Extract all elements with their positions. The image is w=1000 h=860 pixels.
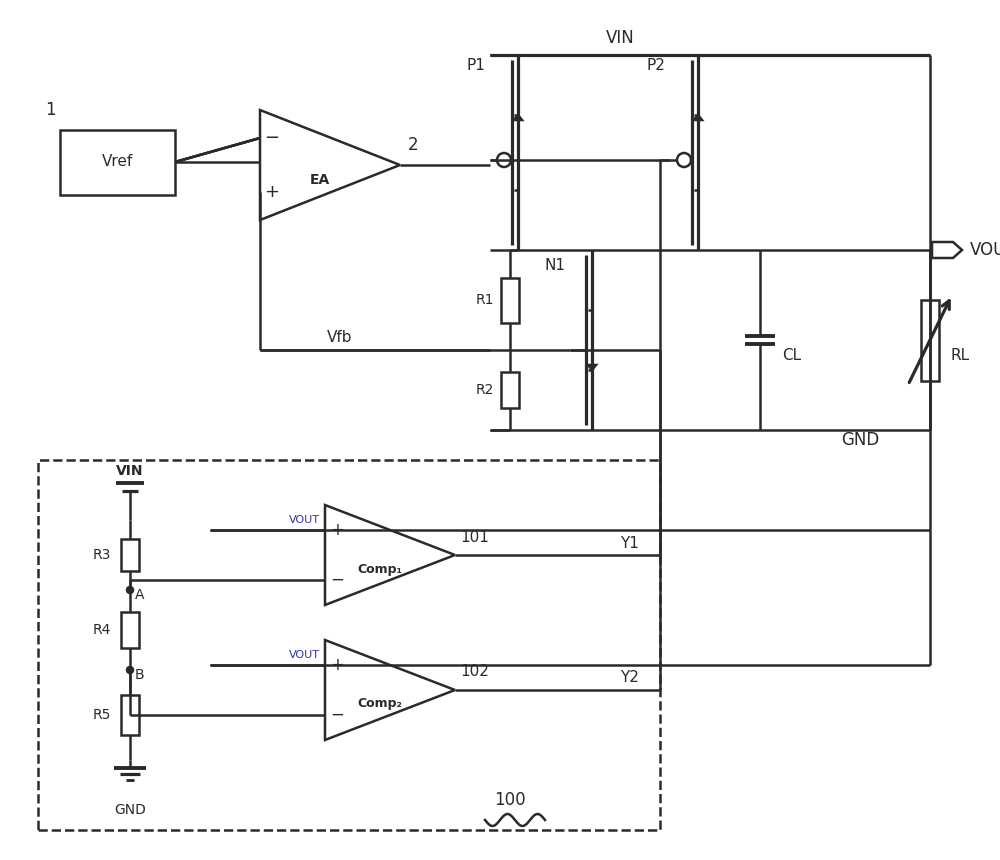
Text: GND: GND — [114, 803, 146, 817]
Circle shape — [127, 667, 133, 673]
Text: Vref: Vref — [101, 155, 133, 169]
Text: RL: RL — [950, 347, 969, 363]
Text: Y1: Y1 — [621, 536, 639, 550]
Text: EA: EA — [310, 173, 330, 187]
Circle shape — [677, 153, 691, 167]
Polygon shape — [932, 242, 962, 258]
Text: N1: N1 — [544, 257, 565, 273]
Text: R1: R1 — [476, 293, 494, 307]
Bar — [121, 695, 139, 735]
Bar — [60, 130, 175, 195]
Polygon shape — [260, 110, 400, 220]
Text: R2: R2 — [476, 383, 494, 397]
Text: VIN: VIN — [116, 464, 144, 478]
Polygon shape — [588, 365, 596, 370]
Text: R5: R5 — [93, 708, 111, 722]
Text: B: B — [135, 668, 145, 682]
Bar — [921, 299, 939, 380]
Text: 2: 2 — [408, 136, 419, 154]
Polygon shape — [325, 640, 455, 740]
Text: 100: 100 — [494, 791, 526, 809]
Bar — [121, 539, 139, 571]
Text: GND: GND — [841, 431, 879, 449]
Text: +: + — [330, 656, 344, 674]
Text: −: − — [264, 129, 280, 147]
Text: 101: 101 — [460, 530, 489, 544]
Text: VOUT: VOUT — [970, 241, 1000, 259]
Text: VOUT: VOUT — [289, 515, 320, 525]
Polygon shape — [694, 115, 702, 120]
Text: +: + — [264, 183, 280, 201]
Text: −: − — [330, 571, 344, 589]
Text: Y2: Y2 — [621, 671, 639, 685]
Text: R3: R3 — [93, 548, 111, 562]
Text: Comp₂: Comp₂ — [358, 697, 402, 710]
Text: Comp₁: Comp₁ — [358, 562, 402, 575]
Text: R4: R4 — [93, 623, 111, 637]
Circle shape — [127, 587, 133, 593]
Text: 1: 1 — [45, 101, 55, 119]
Text: −: − — [330, 706, 344, 724]
Circle shape — [497, 153, 511, 167]
Text: VOUT: VOUT — [289, 650, 320, 660]
Text: P1: P1 — [466, 58, 485, 72]
Bar — [121, 612, 139, 648]
Text: P2: P2 — [646, 58, 665, 72]
Bar — [501, 278, 519, 322]
Text: +: + — [330, 521, 344, 539]
Text: CL: CL — [782, 347, 801, 363]
Bar — [501, 372, 519, 408]
Text: VIN: VIN — [606, 29, 634, 47]
Text: Vfb: Vfb — [327, 330, 353, 345]
Bar — [38, 460, 660, 830]
Polygon shape — [514, 115, 522, 120]
Polygon shape — [325, 505, 455, 605]
Text: A: A — [135, 588, 144, 602]
Text: 102: 102 — [460, 665, 489, 679]
